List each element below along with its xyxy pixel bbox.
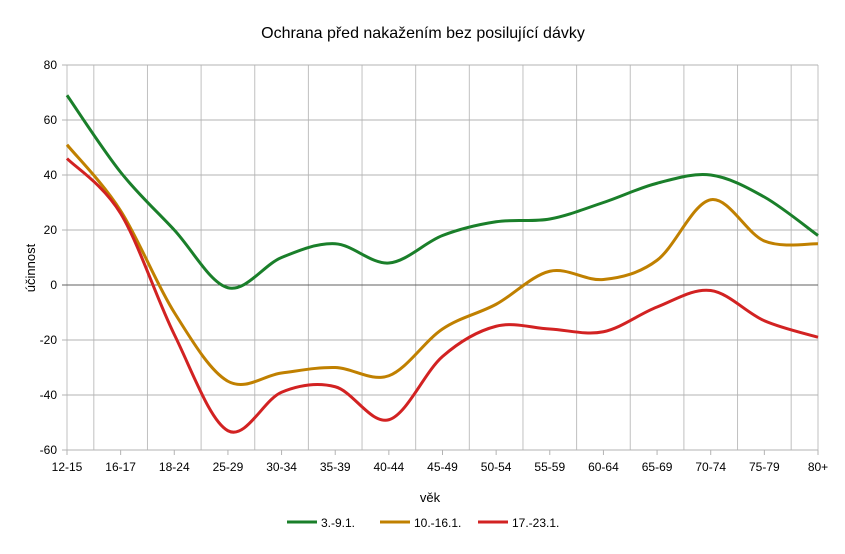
x-tick-label: 45-49 xyxy=(427,460,458,474)
x-tick-label: 18-24 xyxy=(159,460,190,474)
y-tick-label: -60 xyxy=(40,443,58,457)
x-tick-label: 60-64 xyxy=(588,460,619,474)
y-tick-label: 80 xyxy=(44,58,58,72)
y-tick-label: 20 xyxy=(44,223,58,237)
y-tick-label: 0 xyxy=(50,278,57,292)
x-tick-label: 35-39 xyxy=(320,460,351,474)
series-line-3 xyxy=(65,157,819,434)
x-tick-label: 65-69 xyxy=(642,460,673,474)
legend: 3.-9.1. 10.-16.1. 17.-23.1. xyxy=(287,516,559,530)
y-tick-label: 60 xyxy=(44,113,58,127)
y-tick-label: -40 xyxy=(40,388,58,402)
x-tick-label: 80+ xyxy=(808,460,828,474)
x-tick-label: 16-17 xyxy=(105,460,136,474)
y-tick-labels: 80 60 40 20 0 -20 -40 -60 xyxy=(40,58,58,457)
series-lines xyxy=(65,94,819,434)
y-tick-label: 40 xyxy=(44,168,58,182)
legend-label: 3.-9.1. xyxy=(321,516,355,530)
y-tick-label: -20 xyxy=(40,333,58,347)
legend-label: 17.-23.1. xyxy=(512,516,559,530)
x-tick-label: 30-34 xyxy=(266,460,297,474)
chart-title: Ochrana před nakažením bez posilující dá… xyxy=(261,25,585,42)
x-tick-label: 70-74 xyxy=(695,460,726,474)
y-axis-label: účinnost xyxy=(23,243,38,292)
x-tick-label: 75-79 xyxy=(749,460,780,474)
series-line-1 xyxy=(65,94,819,290)
legend-label: 10.-16.1. xyxy=(414,516,461,530)
x-tick-labels: 12-15 16-17 18-24 25-29 30-34 35-39 40-44 45-49… xyxy=(52,460,829,474)
x-tick-label: 25-29 xyxy=(213,460,244,474)
x-tick-label: 40-44 xyxy=(374,460,405,474)
x-axis-label: věk xyxy=(420,490,441,505)
series-line-2 xyxy=(65,143,819,387)
x-tick-label: 55-59 xyxy=(534,460,565,474)
x-tick-label: 50-54 xyxy=(481,460,512,474)
grid xyxy=(62,64,819,455)
x-tick-label: 12-15 xyxy=(52,460,83,474)
